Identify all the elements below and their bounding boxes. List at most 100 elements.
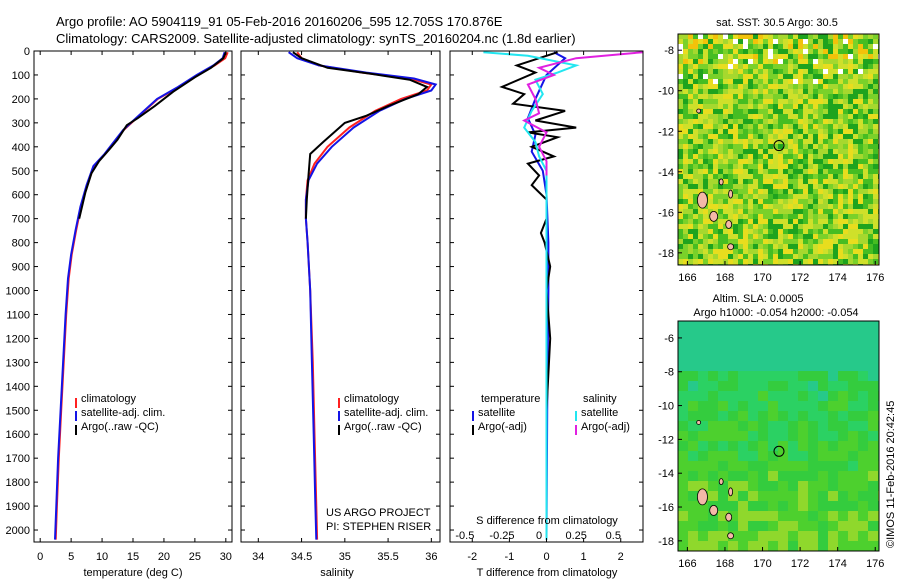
heatmap-cell — [698, 381, 708, 391]
heatmap-cell — [868, 224, 873, 229]
heatmap-cell — [723, 239, 728, 244]
heatmap-cell — [688, 104, 693, 109]
heatmap-cell — [773, 189, 778, 194]
sst-map-panel: sat. SST: 30.5 Argo: 30.5 166 168 170 172 17… — [658, 17, 884, 284]
heatmap-cell — [793, 139, 798, 144]
heatmap-cell — [868, 159, 873, 164]
heatmap-cell — [683, 94, 688, 99]
heatmap-cell — [773, 149, 778, 154]
heatmap-cell — [873, 79, 878, 84]
heatmap-cell — [833, 234, 838, 239]
heatmap-cell — [708, 471, 718, 481]
heatmap-cell — [683, 119, 688, 124]
heatmap-cell — [703, 64, 708, 69]
heatmap-cell — [738, 149, 743, 154]
heatmap-cell — [763, 89, 768, 94]
heatmap-cell — [788, 139, 793, 144]
heatmap-cell — [693, 54, 698, 59]
heatmap-cell — [833, 124, 838, 129]
heatmap-cell — [688, 401, 698, 411]
heatmap-cell — [748, 381, 758, 391]
heatmap-cell — [868, 204, 873, 209]
heatmap-cell — [858, 239, 863, 244]
heatmap-cell — [838, 331, 848, 341]
heatmap-cell — [848, 441, 858, 451]
heatmap-cell — [828, 159, 833, 164]
heatmap-cell — [873, 94, 878, 99]
heatmap-cell — [783, 79, 788, 84]
s-tick-label: 0.25 — [565, 530, 586, 542]
heatmap-cell — [738, 411, 748, 421]
heatmap-cell — [763, 259, 768, 264]
heatmap-cell — [678, 119, 683, 124]
heatmap-cell — [848, 234, 853, 239]
heatmap-cell — [758, 114, 763, 119]
heatmap-cell — [738, 194, 743, 199]
heatmap-cell — [843, 119, 848, 124]
heatmap-cell — [728, 154, 733, 159]
heatmap-cell — [773, 249, 778, 254]
heatmap-cell — [778, 244, 783, 249]
heatmap-cell — [723, 204, 728, 209]
heatmap-cell — [758, 531, 768, 541]
heatmap-cell — [703, 224, 708, 229]
heatmap-cell — [828, 511, 838, 521]
heatmap-cell — [733, 89, 738, 94]
heatmap-cell — [783, 69, 788, 74]
heatmap-cell — [723, 129, 728, 134]
heatmap-cell — [688, 79, 693, 84]
heatmap-cell — [748, 154, 753, 159]
heatmap-cell — [873, 49, 878, 54]
heatmap-cell — [688, 129, 693, 134]
heatmap-cell — [833, 259, 838, 264]
heatmap-cell — [748, 254, 753, 259]
heatmap-cell — [713, 134, 718, 139]
heatmap-cell — [708, 461, 718, 471]
heatmap-cell — [848, 174, 853, 179]
heatmap-cell — [848, 209, 853, 214]
heatmap-cell — [833, 189, 838, 194]
heatmap-cell — [813, 239, 818, 244]
heatmap-cell — [818, 411, 828, 421]
heatmap-cell — [703, 234, 708, 239]
heatmap-cell — [728, 149, 733, 154]
heatmap-cell — [698, 234, 703, 239]
heatmap-cell — [713, 79, 718, 84]
heatmap-cell — [798, 119, 803, 124]
heatmap-cell — [718, 214, 723, 219]
heatmap-cell — [803, 234, 808, 239]
heatmap-cell — [823, 84, 828, 89]
difference-depth-ticks — [450, 50, 643, 531]
heatmap-cell — [768, 341, 778, 351]
heatmap-cell — [778, 109, 783, 114]
heatmap-cell — [693, 189, 698, 194]
heatmap-cell — [728, 341, 738, 351]
heatmap-cell — [738, 521, 748, 531]
heatmap-cell — [718, 189, 723, 194]
heatmap-cell — [728, 139, 733, 144]
heatmap-cell — [688, 501, 698, 511]
heatmap-cell — [758, 259, 763, 264]
heatmap-cell — [798, 411, 808, 421]
heatmap-cell — [678, 401, 688, 411]
heatmap-cell — [843, 239, 848, 244]
heatmap-cell — [708, 114, 713, 119]
heatmap-cell — [833, 254, 838, 259]
heatmap-cell — [683, 169, 688, 174]
heatmap-cell — [693, 224, 698, 229]
heatmap-cell — [858, 139, 863, 144]
heatmap-cell — [788, 124, 793, 129]
heatmap-cell — [843, 104, 848, 109]
heatmap-cell — [788, 441, 798, 451]
heatmap-cell — [688, 239, 693, 244]
heatmap-cell — [683, 74, 688, 79]
header-line-1: Argo profile: AO 5904119_91 05-Feb-2016 … — [56, 14, 503, 29]
heatmap-cell — [683, 154, 688, 159]
heatmap-cell — [708, 74, 713, 79]
heatmap-cell — [873, 189, 878, 194]
heatmap-cell — [773, 94, 778, 99]
heatmap-cell — [763, 149, 768, 154]
heatmap-cell — [858, 341, 868, 351]
heatmap-cell — [838, 144, 843, 149]
heatmap-cell — [728, 164, 733, 169]
